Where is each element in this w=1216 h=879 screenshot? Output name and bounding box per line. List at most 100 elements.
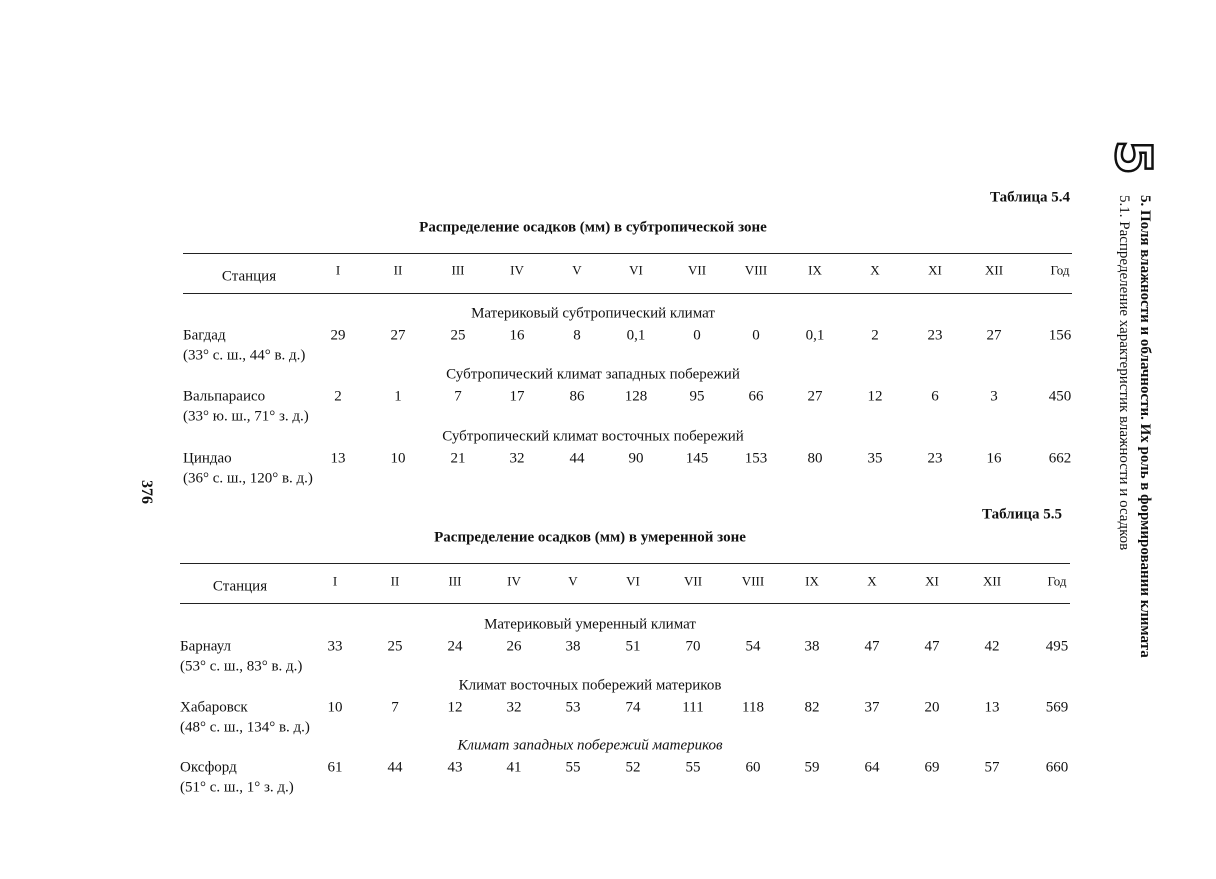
column-header: Год — [1050, 262, 1070, 278]
cell-value: 13 — [330, 450, 346, 467]
cell-value: 47 — [864, 638, 880, 655]
cell-value: 66 — [748, 388, 764, 405]
column-header: Станция — [221, 268, 277, 285]
cell-value: 495 — [1045, 638, 1069, 655]
chapter-header: 5. Поля влажности и облачности. Их роль … — [1137, 195, 1153, 658]
cell-value: 27 — [807, 388, 823, 405]
cell-value: 25 — [387, 638, 403, 655]
station-name: Вальпараисо — [183, 388, 266, 405]
column-header: XII — [984, 262, 1004, 278]
cell-value: 7 — [454, 388, 462, 405]
table-title: Распределение осадков (мм) в субтропичес… — [419, 219, 767, 236]
cell-value: 70 — [685, 638, 701, 655]
station-name: Барнаул — [180, 638, 232, 655]
cell-value: 59 — [804, 759, 820, 776]
cell-value: 80 — [807, 450, 823, 467]
cell-value: 7 — [391, 699, 399, 716]
cell-value: 6 — [931, 388, 939, 405]
column-header: VI — [629, 262, 643, 278]
chapter-number: 5 — [1103, 139, 1164, 176]
cell-value: 29 — [330, 327, 346, 344]
cell-value: 61 — [327, 759, 343, 776]
cell-value: 33 — [327, 638, 343, 655]
cell-value: 2 — [334, 388, 342, 405]
column-header: III — [448, 573, 462, 589]
cell-value: 0,1 — [626, 327, 646, 344]
column-header: IV — [510, 262, 524, 278]
cell-value: 118 — [742, 699, 764, 716]
cell-value: 95 — [689, 388, 705, 405]
table-rule — [183, 253, 1072, 254]
cell-value: 153 — [744, 450, 768, 467]
column-header: X — [867, 573, 877, 589]
column-header: VII — [687, 262, 707, 278]
cell-value: 44 — [569, 450, 585, 467]
cell-value: 23 — [927, 450, 943, 467]
cell-value: 450 — [1048, 388, 1072, 405]
table-label: Таблица 5.4 — [990, 189, 1070, 206]
cell-value: 32 — [506, 699, 522, 716]
cell-value: 60 — [745, 759, 761, 776]
cell-value: 42 — [984, 638, 1000, 655]
cell-value: 64 — [864, 759, 880, 776]
station-coords: (36° с. ш., 120° в. д.) — [183, 470, 313, 487]
cell-value: 32 — [509, 450, 525, 467]
station-coords: (33° ю. ш., 71° з. д.) — [183, 408, 309, 425]
cell-value: 111 — [682, 699, 704, 716]
cell-value: 90 — [628, 450, 644, 467]
cell-value: 57 — [984, 759, 1000, 776]
column-header: II — [393, 262, 403, 278]
cell-value: 128 — [624, 388, 648, 405]
station-coords: (33° с. ш., 44° в. д.) — [183, 347, 306, 364]
cell-value: 51 — [625, 638, 641, 655]
column-header: Станция — [212, 578, 268, 595]
column-header: X — [870, 262, 880, 278]
cell-value: 55 — [565, 759, 581, 776]
station-coords: (51° с. ш., 1° з. д.) — [180, 779, 294, 796]
table-title: Распределение осадков (мм) в умеренной з… — [434, 529, 746, 546]
table-label: Таблица 5.5 — [982, 506, 1062, 523]
column-header: VI — [626, 573, 640, 589]
cell-value: 1 — [394, 388, 402, 405]
station-name: Хабаровск — [180, 699, 248, 716]
cell-value: 47 — [924, 638, 940, 655]
cell-value: 16 — [509, 327, 525, 344]
cell-value: 156 — [1048, 327, 1072, 344]
cell-value: 2 — [871, 327, 879, 344]
cell-value: 10 — [390, 450, 406, 467]
cell-value: 3 — [990, 388, 998, 405]
group-heading: Климат западных побережий материков — [457, 737, 723, 754]
group-heading: Материковый умеренный климат — [484, 616, 696, 633]
column-header: I — [332, 573, 338, 589]
cell-value: 0,1 — [805, 327, 825, 344]
group-heading: Субтропический климат западных побережий — [446, 366, 740, 383]
column-header: IX — [808, 262, 822, 278]
cell-value: 55 — [685, 759, 701, 776]
cell-value: 41 — [506, 759, 522, 776]
cell-value: 53 — [565, 699, 581, 716]
group-heading: Материковый субтропический климат — [471, 305, 715, 322]
cell-value: 44 — [387, 759, 403, 776]
table-rule — [183, 293, 1072, 294]
column-header: IX — [805, 573, 819, 589]
cell-value: 13 — [984, 699, 1000, 716]
station-name: Багдад — [183, 327, 226, 344]
column-header: XI — [925, 573, 939, 589]
column-header: V — [568, 573, 578, 589]
group-heading: Климат восточных побережий материков — [458, 677, 722, 694]
cell-value: 43 — [447, 759, 463, 776]
column-header: XI — [928, 262, 942, 278]
cell-value: 662 — [1048, 450, 1072, 467]
cell-value: 54 — [745, 638, 761, 655]
station-name: Оксфорд — [180, 759, 237, 776]
column-header: Год — [1047, 573, 1067, 589]
cell-value: 23 — [927, 327, 943, 344]
cell-value: 27 — [390, 327, 406, 344]
cell-value: 27 — [986, 327, 1002, 344]
cell-value: 38 — [565, 638, 581, 655]
cell-value: 12 — [447, 699, 463, 716]
cell-value: 38 — [804, 638, 820, 655]
cell-value: 25 — [450, 327, 466, 344]
cell-value: 26 — [506, 638, 522, 655]
cell-value: 569 — [1045, 699, 1069, 716]
